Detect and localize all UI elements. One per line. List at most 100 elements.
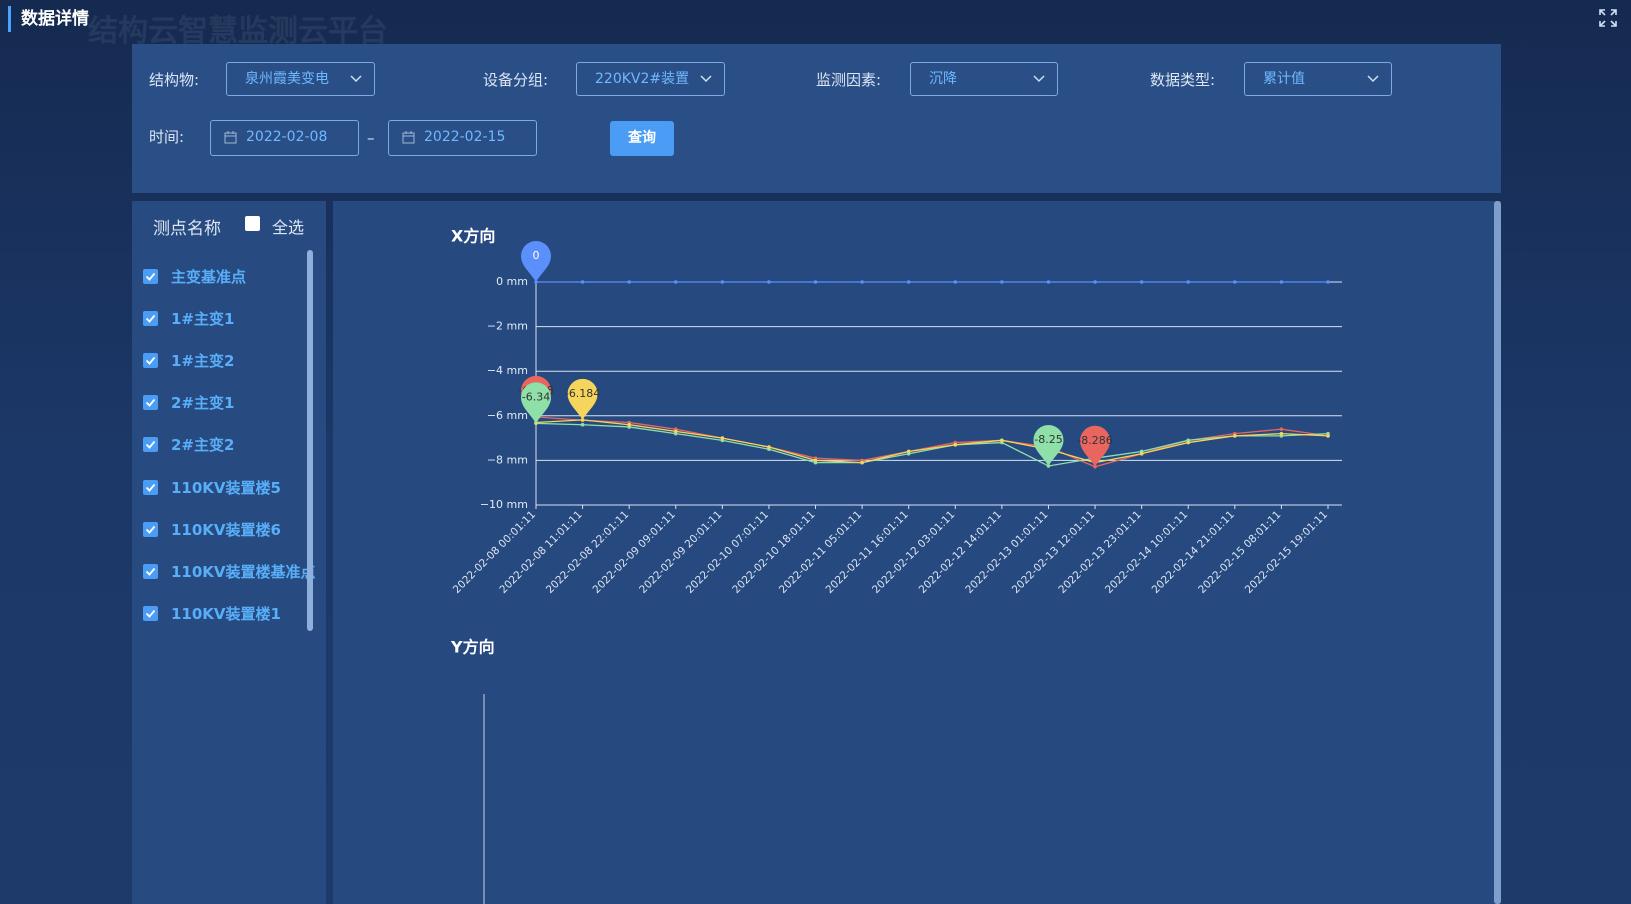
y-tick-label: −4 mm — [487, 364, 528, 377]
data-point — [813, 280, 818, 284]
x-tick-label: 2022-02-13 12:01:11 — [1010, 509, 1097, 596]
x-tick-label: 2022-02-12 03:01:11 — [870, 509, 957, 596]
data-point — [1326, 434, 1330, 438]
x-tick-label: 2022-02-10 07:01:11 — [684, 509, 771, 596]
data-point — [627, 422, 631, 427]
date-value: 2022-02-15 — [424, 129, 506, 145]
point-name: 110KV装置楼基准点 — [171, 562, 316, 581]
x-tick-label: 2022-02-15 19:01:11 — [1243, 509, 1330, 596]
point-name: 1#主变1 — [171, 310, 235, 329]
data-point — [720, 436, 725, 440]
check-icon — [145, 315, 156, 323]
end-date[interactable]: 2022-02-15 — [388, 120, 537, 156]
check-icon — [145, 567, 156, 576]
mark-pin: 0 — [521, 241, 551, 282]
data-point — [673, 429, 678, 434]
background-title: 结构云智慧监测云平台 — [88, 14, 388, 49]
filter-label: 数据类型: — [1150, 71, 1216, 89]
data-point — [580, 280, 585, 284]
series-line — [535, 416, 1329, 468]
checkbox[interactable] — [143, 605, 158, 621]
checkbox[interactable] — [143, 353, 158, 369]
pin-label: -6.34 — [522, 390, 550, 403]
select-all-checkbox[interactable] — [245, 216, 260, 231]
checkbox[interactable] — [143, 563, 158, 579]
data-point — [1000, 438, 1004, 443]
x-tick-label: 2022-02-11 16:01:11 — [823, 509, 910, 596]
mark-pin: -6.34 — [521, 382, 551, 424]
group-select[interactable]: 220KV2#装置 — [576, 62, 725, 96]
x-tick-label: 2022-02-08 00:01:11 — [451, 509, 538, 596]
check-icon — [145, 272, 156, 281]
y-tick-label: 0 mm — [496, 275, 528, 288]
filter-label: 监测因素: — [816, 71, 882, 89]
data-point — [953, 280, 958, 284]
series-line — [535, 422, 1329, 467]
check-icon — [145, 399, 156, 408]
select-value: 沉降 — [929, 71, 957, 87]
data-point — [1046, 280, 1051, 284]
data-point — [860, 280, 864, 284]
query-button[interactable]: 查询 — [610, 121, 674, 156]
checkbox[interactable] — [143, 521, 158, 537]
chart: X方向 Y方向 0 mm−2 mm−4 mm−6 mm−8 mm−10 mm20… — [450, 227, 1342, 904]
x-tick-label: 2022-02-10 18:01:11 — [730, 509, 817, 596]
calendar-icon — [224, 131, 237, 144]
point-name: 1#主变2 — [171, 352, 235, 371]
checkbox[interactable] — [143, 311, 158, 327]
data-point — [1279, 431, 1284, 436]
checkbox[interactable] — [143, 437, 158, 453]
chevron — [1367, 75, 1379, 83]
x-tick-label: 2022-02-15 08:01:11 — [1196, 509, 1283, 596]
x-tick-label: 2022-02-09 20:01:11 — [637, 509, 724, 596]
select-value: 泉州霞美变电 — [245, 71, 329, 87]
date-value: 2022-02-08 — [246, 129, 328, 145]
data-point — [1046, 464, 1051, 468]
check-icon — [145, 609, 156, 618]
pin-shape — [521, 382, 551, 424]
data-point — [906, 280, 911, 284]
data-point — [1139, 451, 1144, 456]
scrollbar — [307, 250, 313, 631]
pin-label: -8.25 — [1034, 433, 1062, 446]
pin-label: 0 — [533, 249, 540, 262]
checkbox[interactable] — [143, 395, 158, 411]
x-tick-label: 2022-02-14 21:01:11 — [1150, 509, 1237, 596]
checkbox[interactable] — [143, 269, 158, 284]
data-point — [1000, 280, 1004, 284]
x-tick-label: 2022-02-14 10:01:11 — [1103, 509, 1190, 596]
point-name: 2#主变1 — [171, 394, 235, 413]
mark-pin: -8.25 — [1033, 424, 1064, 466]
data-point — [813, 458, 818, 463]
filter-label: 设备分组: — [483, 71, 549, 89]
pin-label: -6.184 — [565, 387, 600, 400]
data-point — [1233, 280, 1237, 284]
pin-label: -8.286 — [1077, 434, 1112, 447]
pin-shape — [1033, 424, 1064, 466]
checkbox[interactable] — [143, 479, 158, 495]
data-point — [627, 280, 631, 284]
x-tick-label: 2022-02-09 09:01:11 — [591, 509, 678, 596]
data-point — [953, 442, 958, 447]
x-tick-label: 2022-02-08 11:01:11 — [497, 509, 584, 596]
factor-select[interactable]: 沉降 — [910, 62, 1058, 96]
data-point — [1186, 440, 1191, 445]
chevron — [700, 75, 712, 83]
structure-select[interactable]: 泉州霞美变电 — [226, 62, 375, 96]
data-point — [1139, 280, 1144, 284]
points-title: 测点名称 — [153, 219, 221, 239]
data-type-select[interactable]: 累计值 — [1244, 62, 1392, 96]
chevron — [350, 75, 362, 83]
pin-shape — [521, 241, 551, 282]
data-point — [1186, 280, 1191, 284]
x-tick-label: 2022-02-12 14:01:11 — [917, 509, 1004, 596]
calendar-icon — [402, 131, 415, 144]
filter-label: 时间: — [149, 128, 185, 146]
data-point — [720, 280, 725, 284]
point-name: 2#主变2 — [171, 436, 235, 455]
fullscreen-icon[interactable] — [1599, 9, 1617, 27]
start-date[interactable]: 2022-02-08 — [210, 120, 359, 156]
chart-title: X方向 — [451, 227, 495, 246]
select-value: 累计值 — [1263, 71, 1305, 87]
